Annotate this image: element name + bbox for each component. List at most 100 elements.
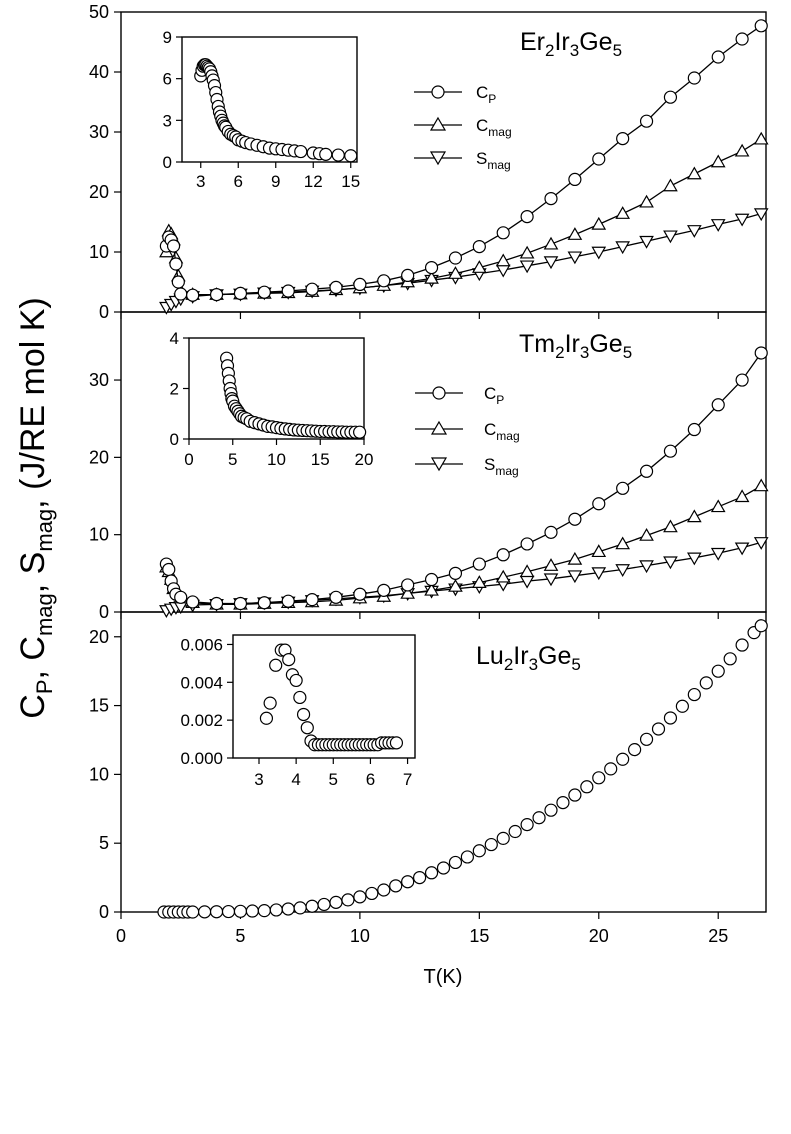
data-point-tm-cp xyxy=(281,594,295,608)
y-tick-label-er: 40 xyxy=(89,62,109,82)
data-point-tm-cp xyxy=(424,572,439,587)
series-line-er-cp xyxy=(165,25,762,296)
panel-tm-title: Tm2Ir3Ge5 xyxy=(519,330,632,362)
inset-y-tick-label-lu: 0.004 xyxy=(180,673,223,692)
data-point-tm-cp xyxy=(663,444,678,458)
y-tick-label-lu: 0 xyxy=(99,902,109,922)
data-point-tm-cp xyxy=(353,587,367,601)
data-point-er-cp xyxy=(174,287,188,301)
data-point-er-cp xyxy=(281,284,295,298)
data-point-lu-cp xyxy=(448,855,463,870)
data-point-tm-cp xyxy=(162,562,176,577)
data-point-er-cmag xyxy=(686,166,702,180)
inset-data-point-lu xyxy=(389,736,404,750)
data-point-tm-cp xyxy=(401,578,415,592)
data-point-lu-cp xyxy=(281,902,295,916)
data-point-tm-smag xyxy=(753,537,769,550)
data-point-lu-cp xyxy=(401,875,415,889)
data-point-tm-cmag xyxy=(424,582,439,596)
data-point-lu-cp xyxy=(675,699,689,713)
data-point-tm-cp xyxy=(209,596,224,611)
legend-er-cp-marker xyxy=(431,85,445,99)
data-point-tm-cp xyxy=(616,481,630,495)
inset-y-tick-label-er: 3 xyxy=(163,111,172,130)
inset-y-tick-label-lu: 0.002 xyxy=(180,711,223,730)
data-point-tm-cmag xyxy=(734,489,750,503)
data-point-lu-cp xyxy=(532,811,546,825)
data-point-tm-smag xyxy=(686,552,702,566)
data-point-tm-cmag xyxy=(753,478,769,492)
data-point-tm-cmag xyxy=(686,509,702,523)
data-point-lu-cp xyxy=(329,895,343,909)
data-point-tm-cmag xyxy=(639,527,654,541)
data-point-er-cmag xyxy=(567,227,583,240)
data-point-lu-cp xyxy=(544,803,558,817)
data-point-er-cmag xyxy=(471,260,487,273)
data-point-er-smag xyxy=(519,260,535,274)
data-point-tm-cmag xyxy=(495,569,511,583)
data-point-er-cp xyxy=(663,90,678,104)
legend-tm-cmag-marker xyxy=(430,420,448,435)
inset-data-point-lu xyxy=(263,696,277,710)
data-point-tm-smag xyxy=(567,570,583,584)
data-point-tm-cp xyxy=(592,497,606,511)
data-point-lu-cp xyxy=(424,866,439,880)
chart-er: 0 10 20 30 40 50 0 3 6 9 3 6 9 12 15 xyxy=(89,2,769,322)
inset-x-tick-label-lu: 7 xyxy=(403,770,412,789)
data-point-lu-cp xyxy=(436,861,451,875)
data-point-lu-cp xyxy=(245,904,259,918)
inset-x-tick-label-er: 6 xyxy=(234,172,243,191)
data-point-er-cp xyxy=(233,286,248,300)
data-point-er-cmag xyxy=(424,270,439,284)
legend-tm-cmag-label: Cmag xyxy=(484,420,520,443)
x-tick-label-lu: 25 xyxy=(708,926,728,946)
data-point-tm-cmag xyxy=(591,544,607,558)
y-tick-label-lu: 20 xyxy=(89,627,109,647)
chart-tm: 0 10 20 30 0 2 4 0 5 10 15 20 xyxy=(89,329,769,622)
data-point-er-cmag xyxy=(615,206,631,219)
data-point-lu-cp xyxy=(221,904,236,919)
data-point-tm-cp xyxy=(174,590,188,604)
data-point-er-cp xyxy=(169,257,183,271)
data-point-lu-cp xyxy=(711,664,725,678)
data-point-er-cmag xyxy=(495,253,511,267)
data-point-tm-cmag xyxy=(710,499,726,513)
data-point-er-smag xyxy=(663,230,678,244)
data-point-tm-cp xyxy=(520,537,534,551)
data-point-er-smag xyxy=(543,256,559,270)
legend-tm: CP Cmag Smag xyxy=(415,384,520,478)
data-point-lu-cp xyxy=(186,905,200,919)
panel-lu-title: Lu2Ir3Ge5 xyxy=(476,642,581,674)
data-point-tm-cp xyxy=(472,557,486,571)
data-point-tm-smag xyxy=(663,556,678,570)
inset-x-tick-label-lu: 4 xyxy=(291,770,300,789)
data-point-er-cmag xyxy=(591,216,607,230)
data-point-tm-smag xyxy=(615,564,631,577)
inset-data-point-lu xyxy=(293,690,307,705)
data-point-er-cp xyxy=(568,172,582,186)
panel-er-title: Er2Ir3Ge5 xyxy=(520,28,622,60)
data-point-er-smag xyxy=(639,235,654,249)
data-point-er-cp xyxy=(305,282,319,296)
data-point-er-cp xyxy=(687,71,701,85)
data-point-tm-cp xyxy=(735,373,749,387)
data-point-er-cp xyxy=(329,280,343,294)
data-point-lu-cp xyxy=(305,899,319,913)
data-point-lu-cp xyxy=(365,886,379,901)
data-point-tm-smag xyxy=(591,567,607,581)
inset-data-point-er xyxy=(294,144,308,159)
x-axis-label: T(K) xyxy=(424,966,463,988)
legend-er: CP Cmag Smag xyxy=(414,83,512,172)
y-tick-label-lu: 15 xyxy=(89,696,109,716)
data-point-tm-cp xyxy=(639,464,654,478)
inset-frame-er xyxy=(181,36,358,163)
data-point-lu-cp xyxy=(257,904,271,918)
data-point-lu-cp xyxy=(472,844,486,858)
inset-y-tick-label-tm: 0 xyxy=(170,430,179,449)
data-point-er-cp xyxy=(639,114,654,128)
y-axis-label: CP, Cmag, Smag, (J/RE mol K) xyxy=(14,297,57,718)
data-point-er-cp xyxy=(754,19,768,33)
legend-er-cp-label: CP xyxy=(476,83,496,106)
data-point-er-cmag xyxy=(734,143,750,157)
